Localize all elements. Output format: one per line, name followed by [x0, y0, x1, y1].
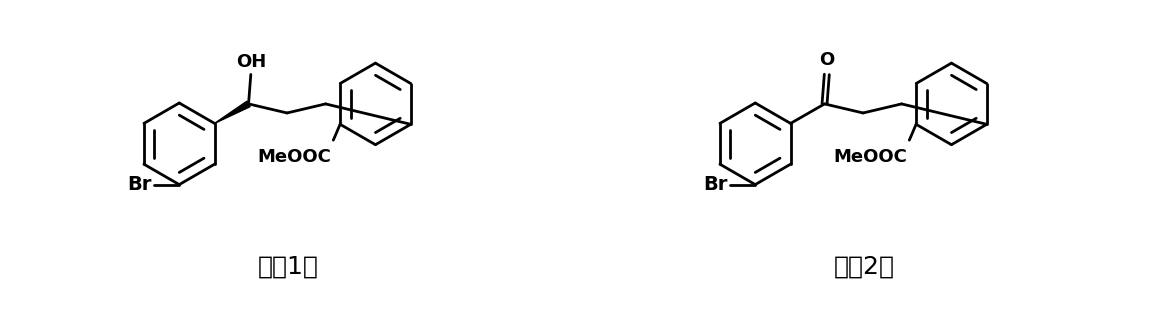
Text: O: O: [819, 51, 834, 69]
Text: 式（1）: 式（1）: [258, 254, 318, 278]
Text: OH: OH: [236, 53, 266, 71]
Text: Br: Br: [704, 175, 728, 194]
Polygon shape: [214, 101, 250, 123]
Text: 式（2）: 式（2）: [834, 254, 894, 278]
Text: MeOOC: MeOOC: [257, 148, 331, 166]
Text: MeOOC: MeOOC: [833, 148, 907, 166]
Text: Br: Br: [128, 175, 152, 194]
